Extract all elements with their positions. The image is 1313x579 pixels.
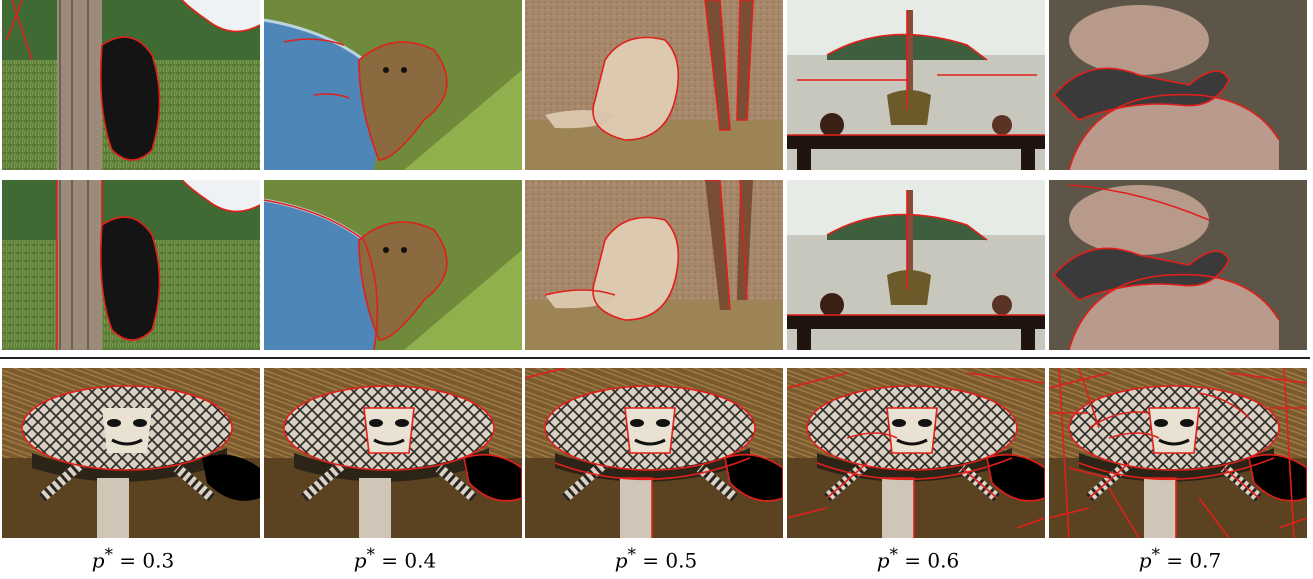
panel-r1-bear-tree xyxy=(2,0,260,170)
panel-r1-table-harbor xyxy=(787,0,1045,170)
caption-p-0.5: p* = 0.5 xyxy=(614,545,698,573)
panel-r3-mask-3 xyxy=(525,368,783,538)
panel-r2-squirrel xyxy=(1049,180,1307,350)
panel-r2-bear-river xyxy=(264,180,522,350)
caption-p-0.4: p* = 0.4 xyxy=(353,545,437,573)
row-separator xyxy=(0,357,1310,359)
panel-r1-lioness xyxy=(525,0,783,170)
panel-r2-table-harbor xyxy=(787,180,1045,350)
caption-p-0.7: p* = 0.7 xyxy=(1138,545,1222,573)
caption-p-0.3: p* = 0.3 xyxy=(91,545,175,573)
caption-p-0.6: p* = 0.6 xyxy=(876,545,960,573)
panel-r2-bear-tree xyxy=(2,180,260,350)
panel-r1-bear-river xyxy=(264,0,522,170)
panel-r1-squirrel xyxy=(1049,0,1307,170)
panel-r3-mask-4 xyxy=(787,368,1045,538)
panel-r3-mask-2 xyxy=(264,368,522,538)
panel-r3-mask-1 xyxy=(2,368,260,538)
panel-r3-mask-5 xyxy=(1049,368,1307,538)
panel-r2-lioness xyxy=(525,180,783,350)
